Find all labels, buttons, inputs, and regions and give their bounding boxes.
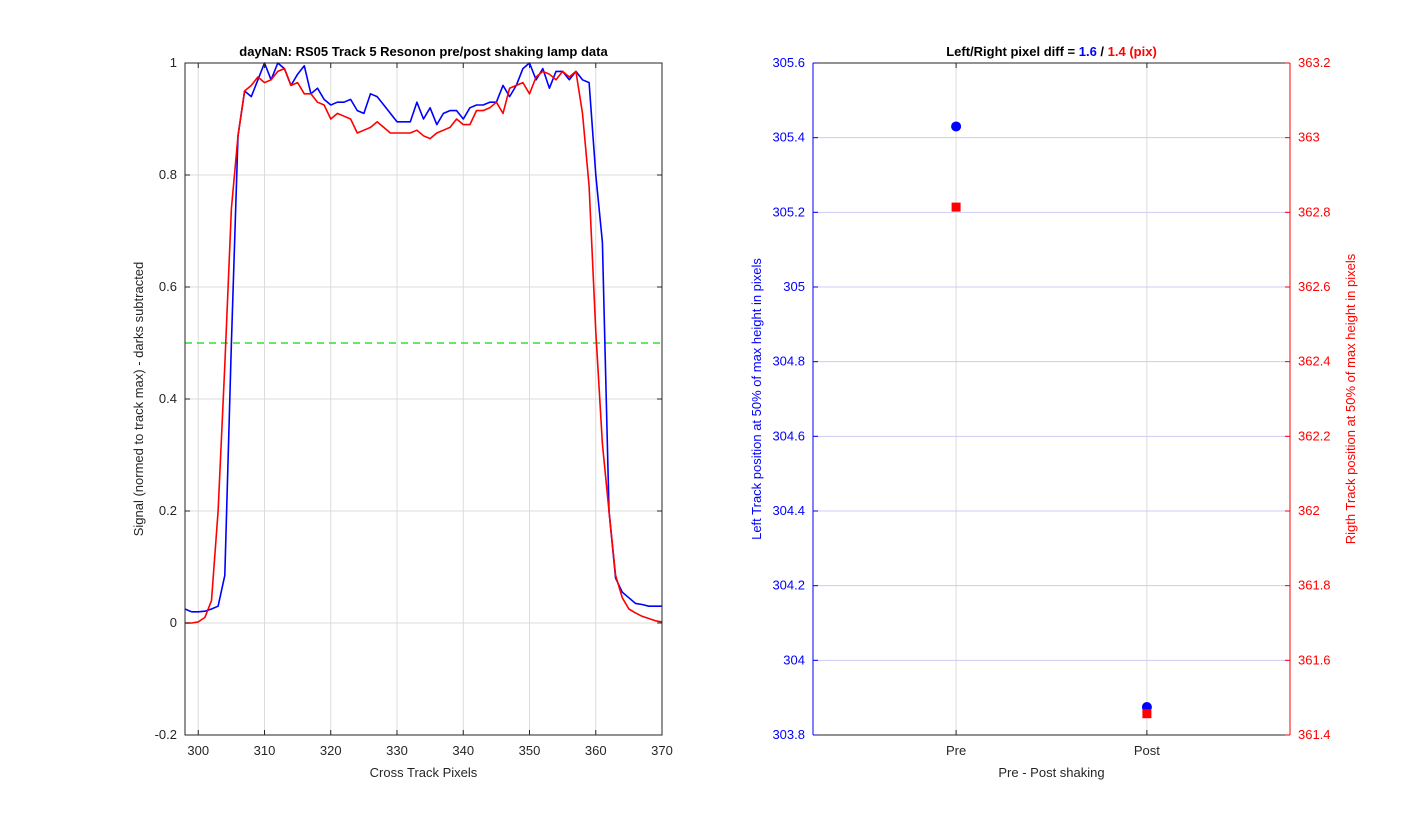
y-tick-label: 0.8 bbox=[159, 167, 177, 182]
left-y-tick-label: 304.6 bbox=[772, 428, 805, 443]
right-y-tick-label: 361.6 bbox=[1298, 652, 1331, 667]
ticks: Pre Post 303.8 304 304.2 304.4 304.6 304.8 305 30… bbox=[772, 55, 1330, 758]
x-tick-label: 360 bbox=[585, 743, 607, 758]
right-y-tick-label: 362.6 bbox=[1298, 279, 1331, 294]
title-part-label: Left/Right pixel diff = bbox=[946, 44, 1079, 59]
left-y-tick-label: 303.8 bbox=[772, 727, 805, 742]
right-y-tick-label: 363.2 bbox=[1298, 55, 1331, 70]
right-y-tick-label: 361.4 bbox=[1298, 727, 1331, 742]
y-tick-label: 0.2 bbox=[159, 503, 177, 518]
x-tick-label: 370 bbox=[651, 743, 673, 758]
chart-title: Left/Right pixel diff = 1.6 / 1.4 (pix) bbox=[946, 44, 1157, 59]
x-tick-label: 330 bbox=[386, 743, 408, 758]
title-part-right-diff: 1.4 (pix) bbox=[1108, 44, 1157, 59]
left-y-axis-label: Left Track position at 50% of max height… bbox=[749, 258, 764, 540]
grid bbox=[813, 63, 1290, 735]
x-tick-label: Post bbox=[1134, 743, 1160, 758]
x-tick-label: 350 bbox=[519, 743, 541, 758]
title-part-left-diff: 1.6 bbox=[1079, 44, 1097, 59]
right-y-tick-label: 362.4 bbox=[1298, 354, 1331, 369]
right-track-point bbox=[951, 202, 961, 212]
y-tick-label: 0 bbox=[170, 615, 177, 630]
x-tick-label: 300 bbox=[187, 743, 209, 758]
y-tick-label: 0.6 bbox=[159, 279, 177, 294]
x-tick-label: 310 bbox=[254, 743, 276, 758]
x-axis-label: Pre - Post shaking bbox=[998, 765, 1104, 780]
plot-area bbox=[813, 63, 1290, 735]
right-y-tick-label: 363 bbox=[1298, 130, 1320, 145]
left-y-tick-label: 304.8 bbox=[772, 354, 805, 369]
right-y-tick-label: 362.8 bbox=[1298, 204, 1331, 219]
right-y-axis-label: Rigth Track position at 50% of max heigh… bbox=[1343, 253, 1358, 544]
right-y-tick-label: 361.8 bbox=[1298, 578, 1331, 593]
left-track-point bbox=[951, 121, 962, 132]
y-tick-label: 1 bbox=[170, 55, 177, 70]
x-tick-label: 320 bbox=[320, 743, 342, 758]
right-y-tick-label: 362 bbox=[1298, 503, 1320, 518]
x-tick-label: 340 bbox=[452, 743, 474, 758]
left-y-tick-label: 305.6 bbox=[772, 55, 805, 70]
left-y-tick-label: 305 bbox=[783, 279, 805, 294]
left-y-tick-label: 304.4 bbox=[772, 503, 805, 518]
right-track-point bbox=[1142, 709, 1152, 719]
line-chart-panel: 300 310 320 330 340 350 360 370 -0.2 0 0.2 0.4 0.6 0.… bbox=[131, 44, 673, 780]
y-tick-label: -0.2 bbox=[155, 727, 177, 742]
left-y-tick-label: 305.2 bbox=[772, 204, 805, 219]
left-y-tick-label: 304 bbox=[783, 652, 805, 667]
y-tick-label: 0.4 bbox=[159, 391, 177, 406]
series-line-2 bbox=[185, 67, 663, 624]
chart-title: dayNaN: RS05 Track 5 Resonon pre/post sh… bbox=[239, 44, 608, 59]
y-axis-label: Signal (normed to track max) - darks sub… bbox=[131, 262, 146, 537]
x-axis-label: Cross Track Pixels bbox=[370, 765, 478, 780]
right-y-tick-label: 362.2 bbox=[1298, 428, 1331, 443]
title-part-separator: / bbox=[1097, 44, 1108, 59]
left-y-tick-label: 305.4 bbox=[772, 130, 805, 145]
x-tick-label: Pre bbox=[946, 743, 966, 758]
left-y-tick-label: 304.2 bbox=[772, 578, 805, 593]
scatter-chart-panel: Pre Post 303.8 304 304.2 304.4 304.6 304.8 305 30… bbox=[749, 44, 1358, 780]
ticks: 300 310 320 330 340 350 360 370 -0.2 0 0.2 0.4 0.6 0.… bbox=[155, 55, 673, 758]
series-group bbox=[951, 121, 1152, 719]
